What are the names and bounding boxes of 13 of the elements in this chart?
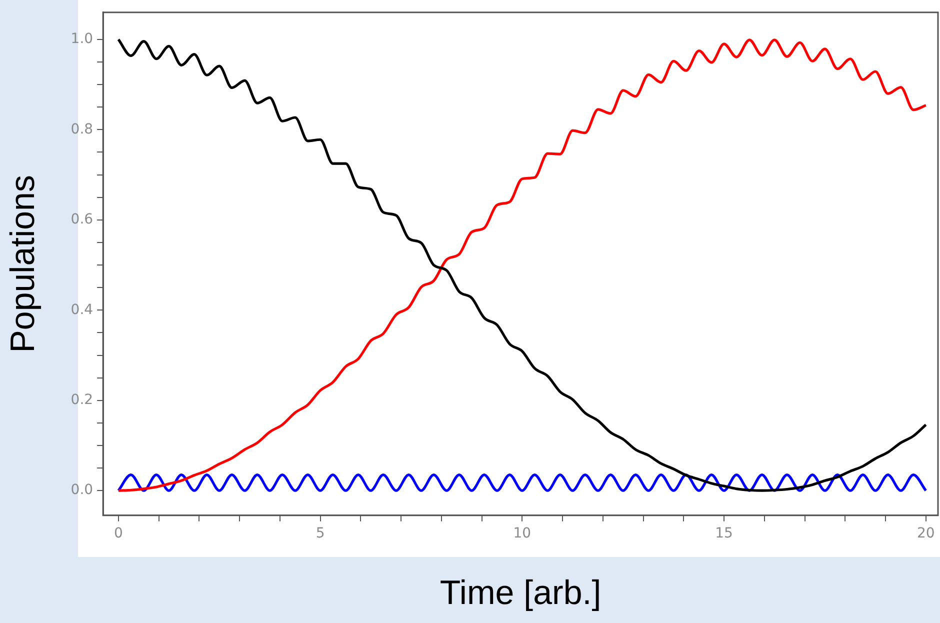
x-tick-label: 5 (316, 525, 325, 542)
y-tick-label: 0.2 (70, 392, 94, 408)
x-tick-label: 20 (916, 525, 935, 542)
y-tick-label: 0.8 (70, 121, 94, 138)
y-tick-label: 0.6 (70, 212, 94, 228)
x-tick-label: 10 (513, 525, 532, 542)
x-axis-title: Time [arb.] (440, 574, 602, 612)
x-tick-label: 0 (114, 525, 123, 542)
x-tick-label: 15 (715, 525, 733, 542)
y-axis-title: Populations (4, 175, 42, 353)
y-tick-label: 1.0 (70, 31, 94, 48)
y-tick-label: 0.4 (70, 302, 94, 318)
y-tick-label: 0.0 (70, 482, 94, 498)
